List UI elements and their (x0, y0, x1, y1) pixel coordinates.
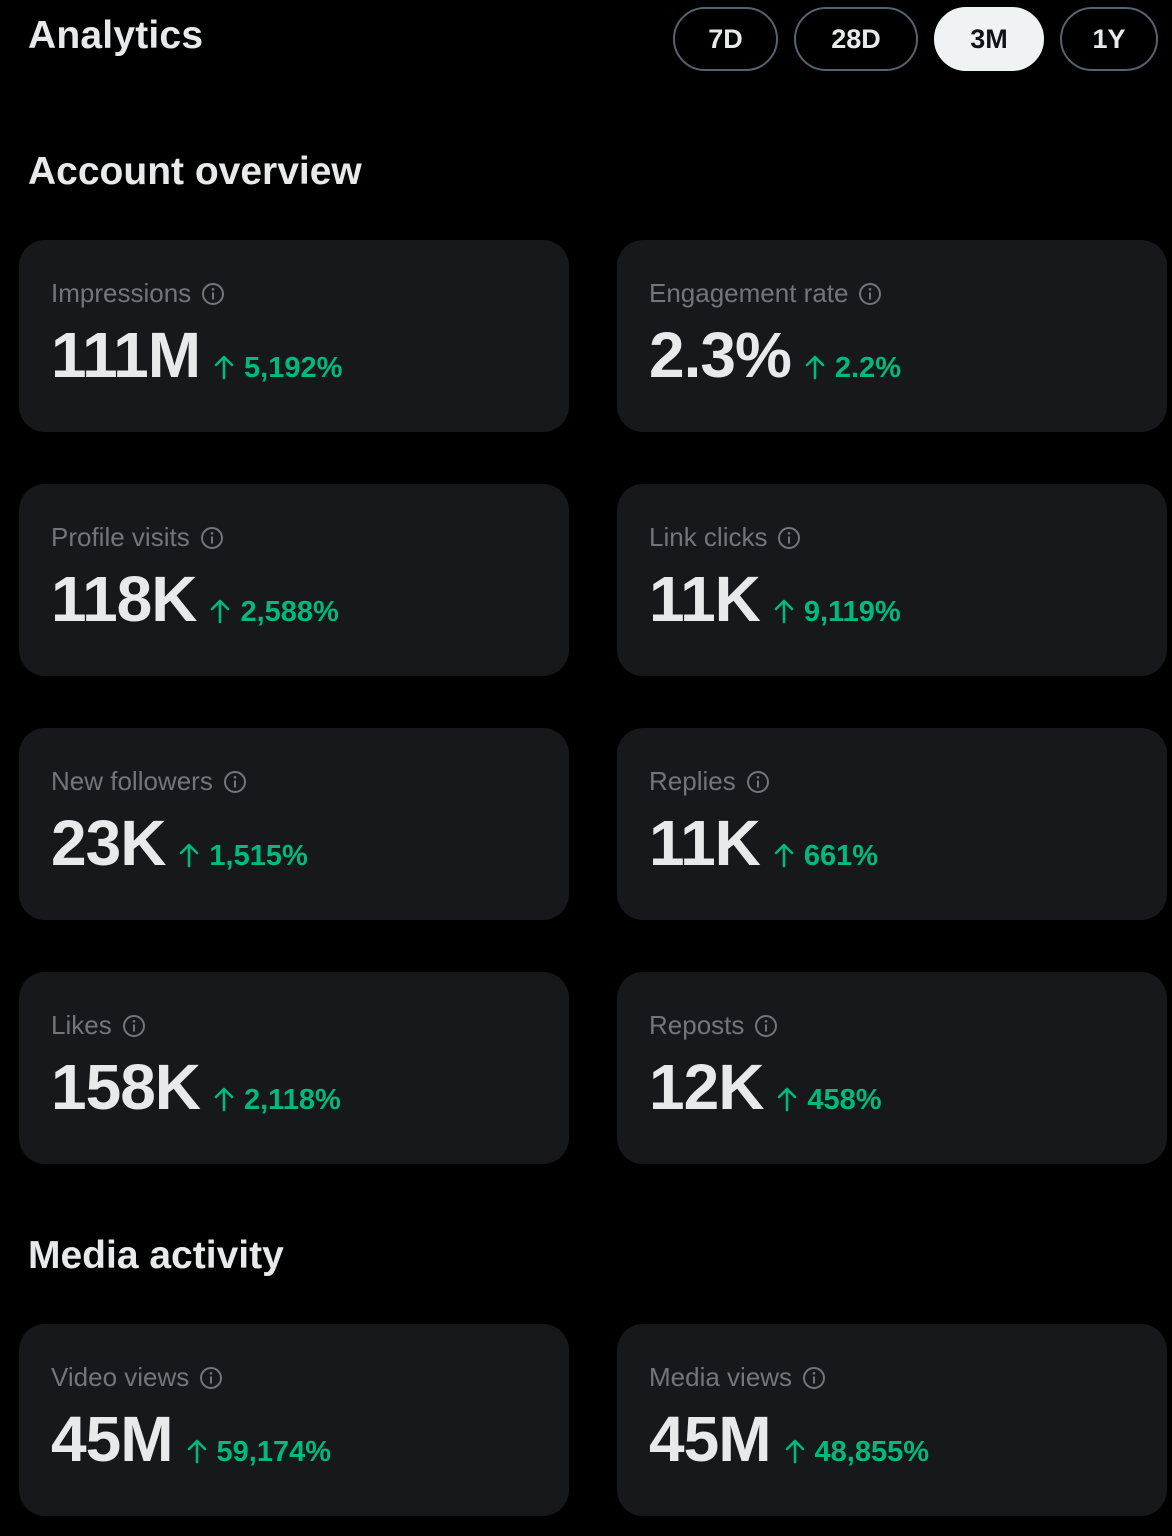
metric-label: Profile visits (51, 522, 224, 553)
metric-change-text: 2,588% (240, 596, 339, 628)
info-icon[interactable] (746, 770, 770, 794)
arrow-up-icon (777, 1086, 797, 1112)
metric-change-text: 5,192% (244, 352, 343, 384)
metric-value-row: 45M 59,174% (51, 1402, 331, 1476)
metric-change: 2,588% (210, 595, 339, 629)
top-bar: Analytics 7D 28D 3M 1Y (0, 0, 1172, 80)
metric-change: 48,855% (785, 1435, 930, 1469)
metric-change-text: 1,515% (209, 840, 308, 872)
arrow-up-icon (805, 354, 825, 380)
metric-value-row: 12K 458% (649, 1050, 882, 1124)
info-icon[interactable] (223, 770, 247, 794)
metric-card-reposts[interactable]: Reposts 12K 458% (617, 972, 1167, 1164)
info-icon[interactable] (754, 1014, 778, 1038)
metric-change-text: 9,119% (803, 596, 901, 628)
arrow-up-icon (774, 598, 794, 624)
metric-label-text: Replies (649, 766, 736, 796)
metric-label: Video views (51, 1362, 223, 1393)
metric-card-profile-visits[interactable]: Profile visits 118K 2,588% (19, 484, 569, 676)
metric-label: Reposts (649, 1010, 778, 1041)
metric-change-text: 661% (803, 840, 879, 872)
range-3m-button[interactable]: 3M (934, 7, 1044, 71)
range-28d-button[interactable]: 28D (794, 7, 918, 71)
metric-card-video-views[interactable]: Video views 45M 59,174% (19, 1324, 569, 1516)
metric-label-text: Reposts (649, 1010, 745, 1040)
arrow-up-icon (785, 1438, 805, 1464)
metric-change-text: 48,855% (814, 1436, 930, 1468)
metric-card-new-followers[interactable]: New followers 23K 1,515% (19, 728, 569, 920)
metric-change: 661% (774, 839, 878, 873)
metric-change-text: 2.2% (834, 352, 901, 384)
info-icon[interactable] (858, 282, 882, 306)
metric-change: 1,515% (179, 839, 308, 873)
metric-label: Media views (649, 1362, 826, 1393)
metric-change-text: 59,174% (216, 1436, 332, 1468)
metric-label: Engagement rate (649, 278, 882, 309)
media-activity-heading: Media activity (28, 1234, 284, 1277)
metric-change: 458% (777, 1083, 882, 1117)
metric-change-text: 2,118% (244, 1084, 341, 1116)
metric-change: 2.2% (805, 351, 901, 385)
metric-value: 158K (51, 1051, 201, 1123)
arrow-up-icon (774, 842, 794, 868)
arrow-up-icon (214, 1086, 234, 1112)
range-1y-button[interactable]: 1Y (1060, 7, 1158, 71)
metric-value: 12K (649, 1051, 764, 1123)
metric-value-row: 2.3% 2.2% (649, 318, 901, 392)
metric-change: 9,119% (774, 595, 901, 629)
page-title: Analytics (28, 14, 204, 57)
metric-card-engagement-rate[interactable]: Engagement rate 2.3% 2.2% (617, 240, 1167, 432)
metric-label-text: Link clicks (649, 522, 768, 552)
metric-label-text: Likes (51, 1010, 112, 1040)
metric-value-row: 118K 2,588% (51, 562, 339, 636)
metric-card-link-clicks[interactable]: Link clicks 11K 9,119% (617, 484, 1167, 676)
arrow-up-icon (179, 842, 199, 868)
metric-label-text: Engagement rate (649, 278, 849, 308)
metric-change: 2,118% (214, 1083, 341, 1117)
metric-change: 5,192% (214, 351, 342, 385)
metric-value: 111M (51, 319, 201, 391)
metric-label: Impressions (51, 278, 225, 309)
info-icon[interactable] (802, 1366, 826, 1390)
metric-value-row: 45M 48,855% (649, 1402, 929, 1476)
range-7d-button[interactable]: 7D (673, 7, 778, 71)
metric-label: Link clicks (649, 522, 801, 553)
metric-change: 59,174% (187, 1435, 332, 1469)
metric-card-replies[interactable]: Replies 11K 661% (617, 728, 1167, 920)
arrow-up-icon (214, 354, 234, 380)
metric-value-row: 11K 661% (649, 806, 878, 880)
arrow-up-icon (210, 598, 230, 624)
metric-label-text: Profile visits (51, 522, 190, 552)
metric-value-row: 11K 9,119% (649, 562, 901, 636)
metric-value: 45M (649, 1403, 771, 1475)
metric-value: 2.3% (649, 319, 792, 391)
info-icon[interactable] (777, 526, 801, 550)
metric-value: 23K (51, 807, 166, 879)
metric-label-text: Impressions (51, 278, 192, 308)
metric-label: Likes (51, 1010, 146, 1041)
metric-value-row: 158K 2,118% (51, 1050, 341, 1124)
metric-label-text: New followers (51, 766, 213, 796)
metric-value: 11K (649, 807, 761, 879)
info-icon[interactable] (201, 282, 225, 306)
metric-value: 45M (51, 1403, 173, 1475)
metric-value: 11K (649, 563, 761, 635)
metric-card-likes[interactable]: Likes 158K 2,118% (19, 972, 569, 1164)
info-icon[interactable] (199, 1366, 223, 1390)
metric-label-text: Media views (649, 1362, 793, 1392)
metric-change-text: 458% (807, 1084, 882, 1116)
metric-card-impressions[interactable]: Impressions 111M 5,192% (19, 240, 569, 432)
account-overview-heading: Account overview (28, 150, 362, 193)
arrow-up-icon (187, 1438, 207, 1464)
metric-value: 118K (51, 563, 197, 635)
metric-label: Replies (649, 766, 770, 797)
info-icon[interactable] (200, 526, 224, 550)
metric-value-row: 23K 1,515% (51, 806, 308, 880)
metric-value-row: 111M 5,192% (51, 318, 342, 392)
metric-label: New followers (51, 766, 247, 797)
metric-card-media-views[interactable]: Media views 45M 48,855% (617, 1324, 1167, 1516)
metric-label-text: Video views (51, 1362, 190, 1392)
info-icon[interactable] (122, 1014, 146, 1038)
